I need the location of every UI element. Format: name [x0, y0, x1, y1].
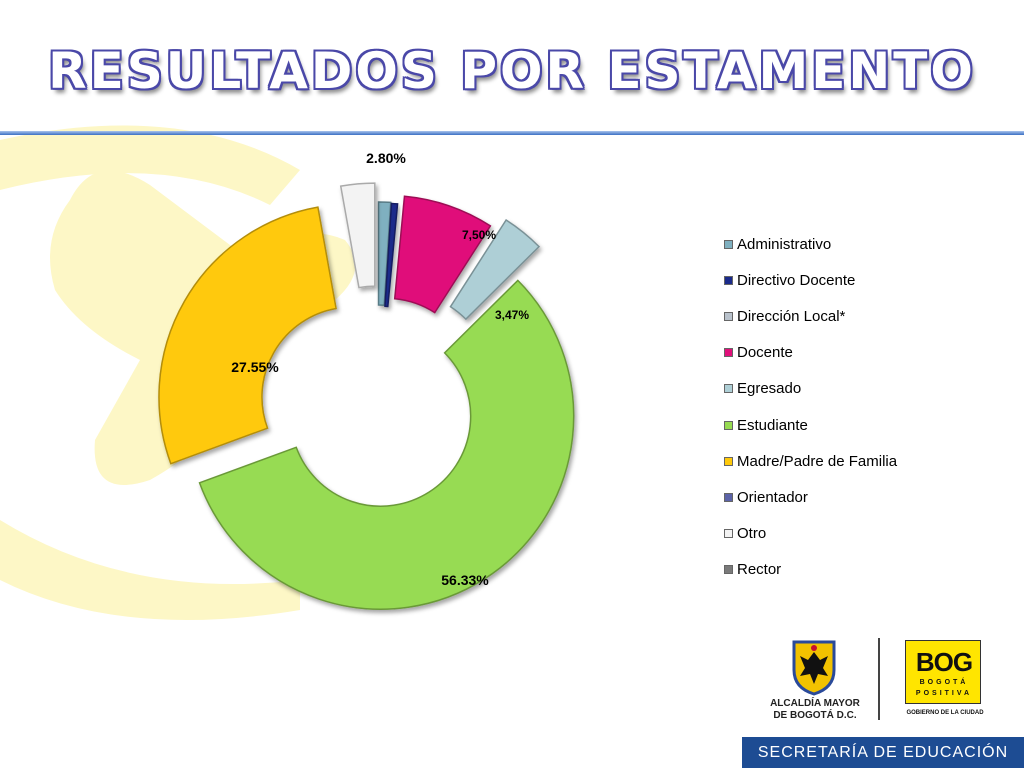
bog-subtitle-1: BOGOTÁ — [919, 679, 969, 686]
legend-swatch — [724, 384, 733, 394]
legend-label: Estudiante — [737, 416, 808, 434]
legend-swatch — [724, 529, 733, 539]
doughnut-slice — [393, 195, 492, 314]
title-divider — [0, 131, 1024, 135]
legend-label: Dirección Local* — [737, 307, 846, 325]
page-title: RESULTADOS POR ESTAMENTO — [48, 42, 976, 100]
legend-item: Administrativo — [724, 226, 897, 262]
legend-swatch — [724, 311, 733, 321]
chart-legend: Administrativo Directivo Docente Direcci… — [724, 226, 897, 588]
legend-label: Orientador — [737, 488, 808, 506]
data-label: 7,50% — [462, 228, 496, 242]
bog-subtitle-2: POSITIVA — [915, 690, 973, 697]
data-label: 3,47% — [495, 308, 529, 322]
legend-label: Madre/Padre de Familia — [737, 452, 898, 470]
legend-item: Directivo Docente — [724, 262, 897, 298]
doughnut-slice — [339, 182, 376, 289]
logo-divider — [878, 638, 880, 720]
alcaldia-caption: ALCALDÍA MAYOR DE BOGOTÁ D.C. — [745, 698, 885, 722]
legend-item: Egresado — [724, 371, 897, 407]
gobierno-caption: GOBIERNO DE LA CIUDAD — [906, 710, 984, 716]
doughnut-slice — [384, 202, 399, 308]
data-label: 27.55% — [231, 359, 279, 375]
doughnut-slice — [158, 206, 337, 465]
legend-swatch — [724, 565, 733, 575]
legend-item: Orientador — [724, 479, 897, 515]
legend-label: Rector — [737, 561, 782, 579]
bogota-positiva-logo: BOG BOGOTÁ POSITIVA — [905, 640, 981, 704]
background-ring-shape-lower — [0, 520, 300, 620]
legend-label: Docente — [737, 344, 793, 362]
legend-label: Egresado — [737, 380, 802, 398]
legend-label: Otro — [737, 525, 767, 543]
alcaldia-line-1: ALCALDÍA MAYOR — [770, 698, 860, 709]
background-ring-shape — [0, 125, 300, 205]
legend-label: Administrativo — [737, 235, 832, 253]
coat-of-arms-icon — [792, 640, 836, 696]
legend-item: Rector — [724, 552, 897, 588]
legend-swatch — [724, 348, 733, 358]
secretaria-banner: SECRETARÍA DE EDUCACIÓN — [742, 737, 1024, 768]
legend-swatch — [724, 492, 733, 502]
bog-wordmark: BOG — [915, 647, 973, 677]
doughnut-slice — [198, 279, 575, 610]
legend-item: Dirección Local* — [724, 298, 897, 334]
legend-item: Otro — [724, 516, 897, 552]
doughnut-slice — [449, 218, 541, 321]
legend-item: Docente — [724, 335, 897, 371]
legend-label: Directivo Docente — [737, 271, 856, 289]
doughnut-slice — [377, 201, 392, 306]
data-label: 2.80% — [366, 150, 406, 166]
institution-logos: ALCALDÍA MAYOR DE BOGOTÁ D.C. BOG BOGOTÁ… — [745, 632, 1005, 728]
legend-item: Estudiante — [724, 407, 897, 443]
legend-swatch — [724, 239, 733, 249]
legend-swatch — [724, 420, 733, 430]
legend-swatch — [724, 456, 733, 466]
secretaria-label: SECRETARÍA DE EDUCACIÓN — [757, 743, 1009, 761]
data-label: 56.33% — [441, 572, 489, 588]
legend-item: Madre/Padre de Familia — [724, 443, 897, 479]
alcaldia-line-2: DE BOGOTÁ D.C. — [773, 710, 857, 721]
legend-swatch — [724, 275, 733, 285]
